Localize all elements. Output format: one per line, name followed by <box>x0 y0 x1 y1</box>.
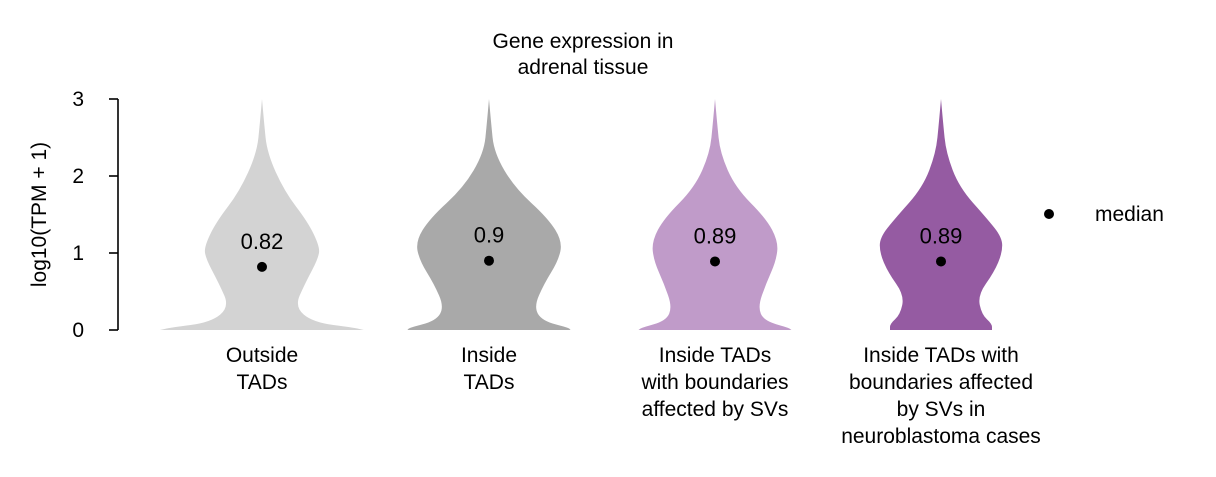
y-tick-label: 3 <box>72 88 84 111</box>
category-label: Inside TADs with boundaries affected by SV… <box>640 344 788 421</box>
chart-title: Gene expression in adrenal tissue <box>493 30 674 79</box>
y-tick-label: 2 <box>72 165 84 188</box>
median-value-label: 0.89 <box>694 223 737 248</box>
violin-body <box>407 99 570 330</box>
y-axis: 0 1 2 3 <box>72 88 118 342</box>
median-point <box>484 256 494 266</box>
legend: median <box>1044 203 1164 226</box>
y-axis-label: log10(TPM + 1) <box>28 142 51 287</box>
median-point <box>710 256 720 266</box>
category-label: Inside TADs <box>461 344 517 394</box>
median-value-label: 0.82 <box>241 229 284 254</box>
violin-body <box>160 99 364 330</box>
violins: 0.82 0.9 0.89 0.89 <box>160 99 1002 330</box>
violin-body <box>639 99 792 330</box>
category-label: Outside TADs <box>226 344 298 394</box>
median-value-label: 0.9 <box>474 223 505 248</box>
category-label: Inside TADs with boundaries affected by SV… <box>841 344 1041 448</box>
y-tick-label: 1 <box>72 242 84 265</box>
median-point <box>257 262 267 272</box>
category-labels: Outside TADs Inside TADs Inside TADs with bou… <box>226 344 1041 448</box>
median-point <box>936 256 946 266</box>
legend-median-marker <box>1044 209 1054 219</box>
median-value-label: 0.89 <box>920 223 963 248</box>
legend-median-label: median <box>1095 203 1164 226</box>
violin-body <box>880 99 1002 330</box>
y-tick-label: 0 <box>72 319 84 342</box>
